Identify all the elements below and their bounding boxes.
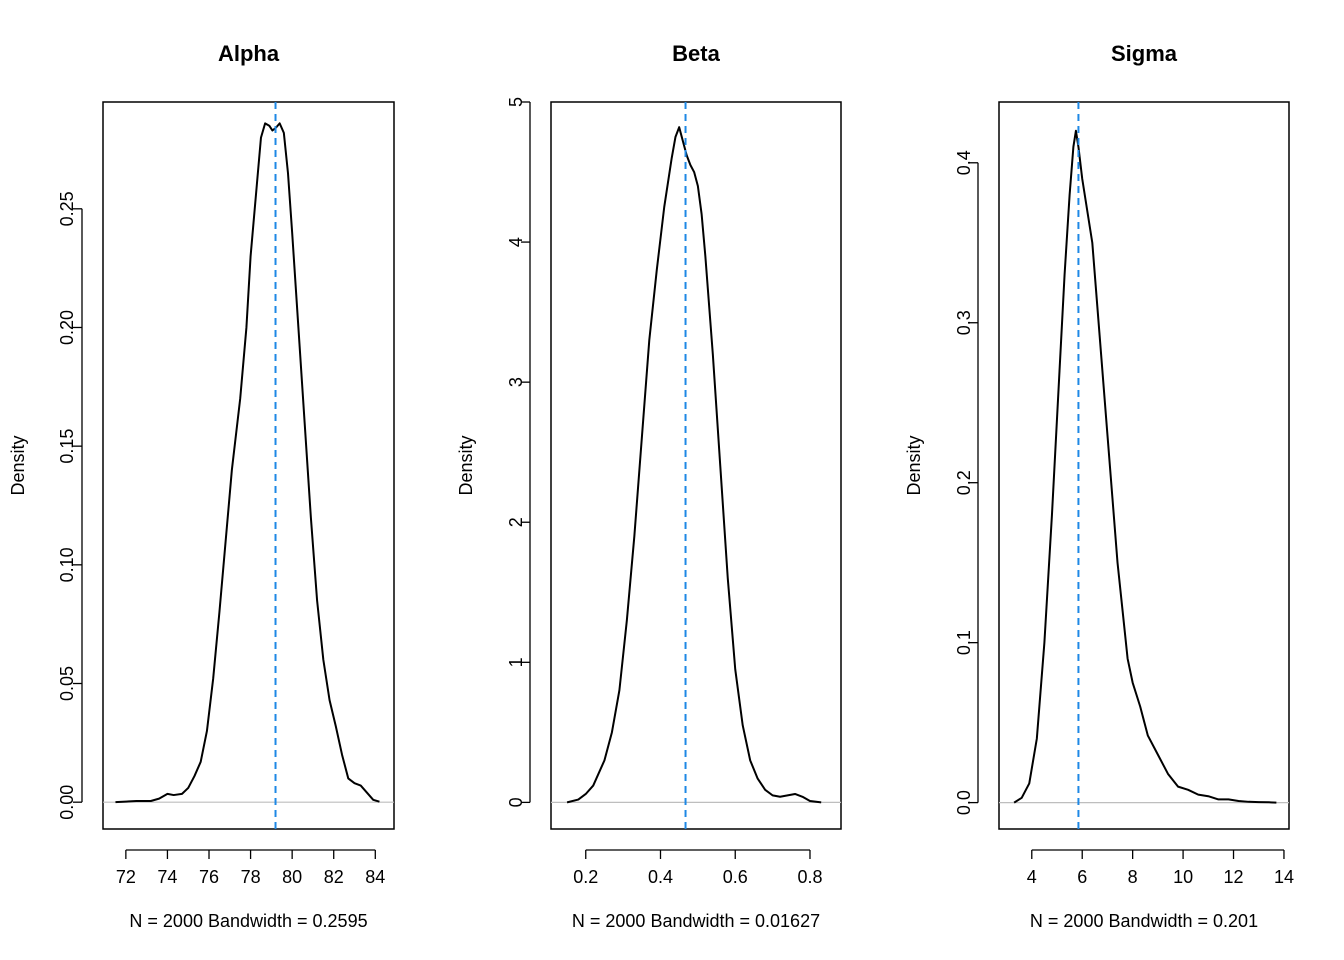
y-tick-label: 0.0: [954, 790, 974, 815]
density-curve: [566, 126, 822, 804]
x-tick-label: 8: [1128, 867, 1138, 887]
panel-beta: Beta 0.2 0.4 0.6 0.8 0 1 2 3 4 5 Density N = 2000 Ba…: [456, 41, 842, 931]
y-tick-label: 5: [506, 97, 526, 107]
y-tick-label: 0.15: [57, 429, 77, 464]
x-tick-label: 0.6: [723, 867, 748, 887]
x-tick-label: 0.8: [797, 867, 822, 887]
y-tick-label: 0.20: [57, 310, 77, 345]
density-curve: [1013, 129, 1277, 804]
x-tick-label: 76: [199, 867, 219, 887]
y-axis-label: Density: [904, 435, 924, 495]
x-tick-label: 4: [1027, 867, 1037, 887]
y-tick-label: 0.05: [57, 666, 77, 701]
y-axis-label: Density: [8, 435, 28, 495]
chart-title: Alpha: [218, 41, 280, 66]
x-tick-label: 72: [116, 867, 136, 887]
x-tick-label: 84: [365, 867, 385, 887]
x-axis-label: N = 2000 Bandwidth = 0.2595: [129, 911, 367, 931]
x-tick-label: 74: [157, 867, 177, 887]
chart-title: Sigma: [1111, 41, 1178, 66]
x-tick-label: 78: [241, 867, 261, 887]
plot-frame: [102, 101, 395, 830]
x-tick-label: 6: [1077, 867, 1087, 887]
x-tick-label: 0.2: [573, 867, 598, 887]
panel-sigma: Sigma 4 6 8 10 12 14 0.0 0.1 0.2 0.3 0.4 Density N = …: [904, 41, 1294, 931]
x-tick-label: 12: [1224, 867, 1244, 887]
x-tick-label: 14: [1274, 867, 1294, 887]
y-tick-label: 0.00: [57, 785, 77, 820]
x-tick-label: 80: [282, 867, 302, 887]
y-tick-label: 1: [506, 657, 526, 667]
x-tick-label: 82: [324, 867, 344, 887]
y-axis-label: Density: [456, 435, 476, 495]
y-tick-label: 0.10: [57, 547, 77, 582]
x-axis-label: N = 2000 Bandwidth = 0.201: [1030, 911, 1258, 931]
y-tick-label: 0.1: [954, 630, 974, 655]
x-axis-label: N = 2000 Bandwidth = 0.01627: [572, 911, 820, 931]
chart-title: Beta: [672, 41, 720, 66]
x-tick-label: 10: [1173, 867, 1193, 887]
y-tick-label: 0.2: [954, 470, 974, 495]
plot-frame: [550, 101, 842, 830]
y-tick-label: 0.3: [954, 310, 974, 335]
y-tick-label: 0.25: [57, 191, 77, 226]
density-curve: [115, 122, 380, 804]
panel-alpha: Alpha 72 74 76 78 80 82 84 0.00 0.05 0.10 0.15 0.20 0…: [8, 41, 395, 931]
plot-frame: [998, 101, 1290, 830]
y-tick-label: 0.4: [954, 150, 974, 175]
x-tick-label: 0.4: [648, 867, 673, 887]
y-tick-label: 0: [506, 797, 526, 807]
y-tick-label: 4: [506, 237, 526, 247]
y-tick-label: 2: [506, 517, 526, 527]
y-tick-label: 3: [506, 377, 526, 387]
